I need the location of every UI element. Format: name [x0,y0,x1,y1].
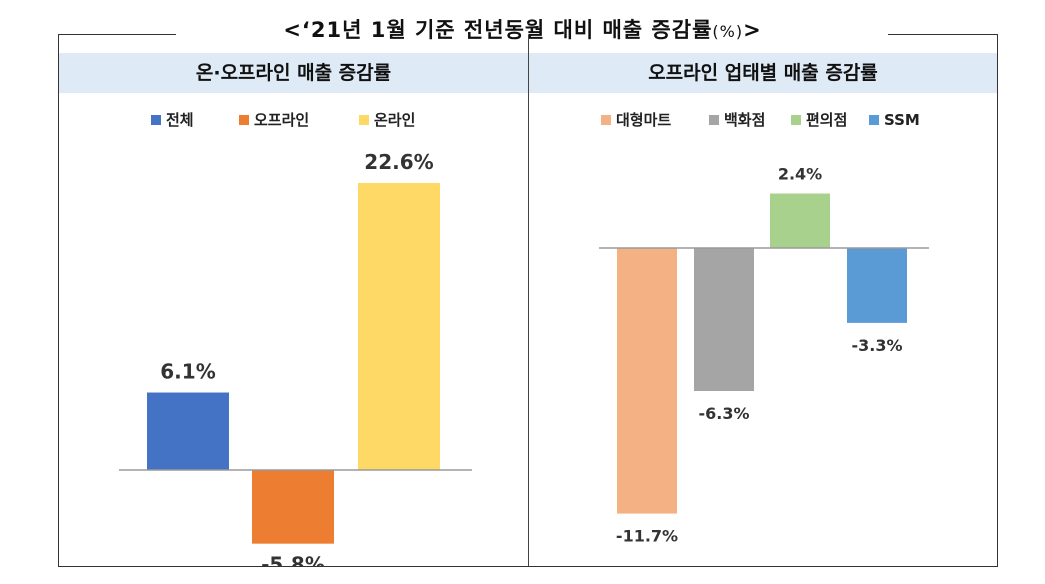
data-label: 22.6% [364,150,433,174]
main-title-text: <‘21년 1월 기준 전년동월 대비 매출 증감률 [283,18,713,42]
legend-swatch [359,115,369,125]
data-label: -3.3% [851,336,902,355]
data-label: -5.8% [261,553,325,566]
title-rule-left [58,34,176,35]
data-label: 2.4% [778,165,822,184]
legend-swatch [709,115,719,125]
legend-label: 편의점 [806,111,847,129]
title-area: <‘21년 1월 기준 전년동월 대비 매출 증감률(%)> [0,14,1045,50]
left-chart: 전체 오프라인 온라인 6.1% -5.8% 22.6% [119,111,472,566]
main-title-unit: (%) [712,22,744,41]
right-panel-title: 오프라인 업태별 매출 증감률 [529,53,997,93]
legend-swatch [601,115,611,125]
data-label: -6.3% [698,404,749,423]
legend-swatch [239,115,249,125]
bar [252,470,334,544]
chart-frame: 온·오프라인 매출 증감률 전체 오프라인 온라인 6.1% -5.8% 22.6% 오프… [58,35,998,567]
left-panel-title: 온·오프라인 매출 증감률 [59,53,528,93]
bar [694,248,754,392]
legend-swatch [151,115,161,125]
left-panel: 온·오프라인 매출 증감률 전체 오프라인 온라인 6.1% -5.8% 22.6% [59,35,529,566]
legend-label: 백화점 [724,111,765,129]
bar [358,182,440,471]
main-title-suffix: > [743,18,762,42]
right-chart: 대형마트 백화점 편의점 SSM -11.7% -6.3% 2.4% -3.3% [599,111,929,546]
title-rule-right [888,34,998,35]
data-label: -11.7% [616,527,678,546]
legend-swatch [791,115,801,125]
bar [147,392,229,470]
legend-label: 오프라인 [254,111,309,129]
bar [847,248,907,323]
legend-label: 온라인 [374,111,415,129]
main-title: <‘21년 1월 기준 전년동월 대비 매출 증감률(%)> [0,14,1045,44]
data-label: 6.1% [160,360,215,384]
right-panel: 오프라인 업태별 매출 증감률 대형마트 백화점 편의점 SSM -11.7% -6.3%… [529,35,997,566]
legend-label: 전체 [166,111,194,129]
bar [617,248,677,514]
legend-label: 대형마트 [616,111,671,129]
bar [770,193,830,248]
legend-swatch [869,115,879,125]
legend-label: SSM [884,111,920,129]
